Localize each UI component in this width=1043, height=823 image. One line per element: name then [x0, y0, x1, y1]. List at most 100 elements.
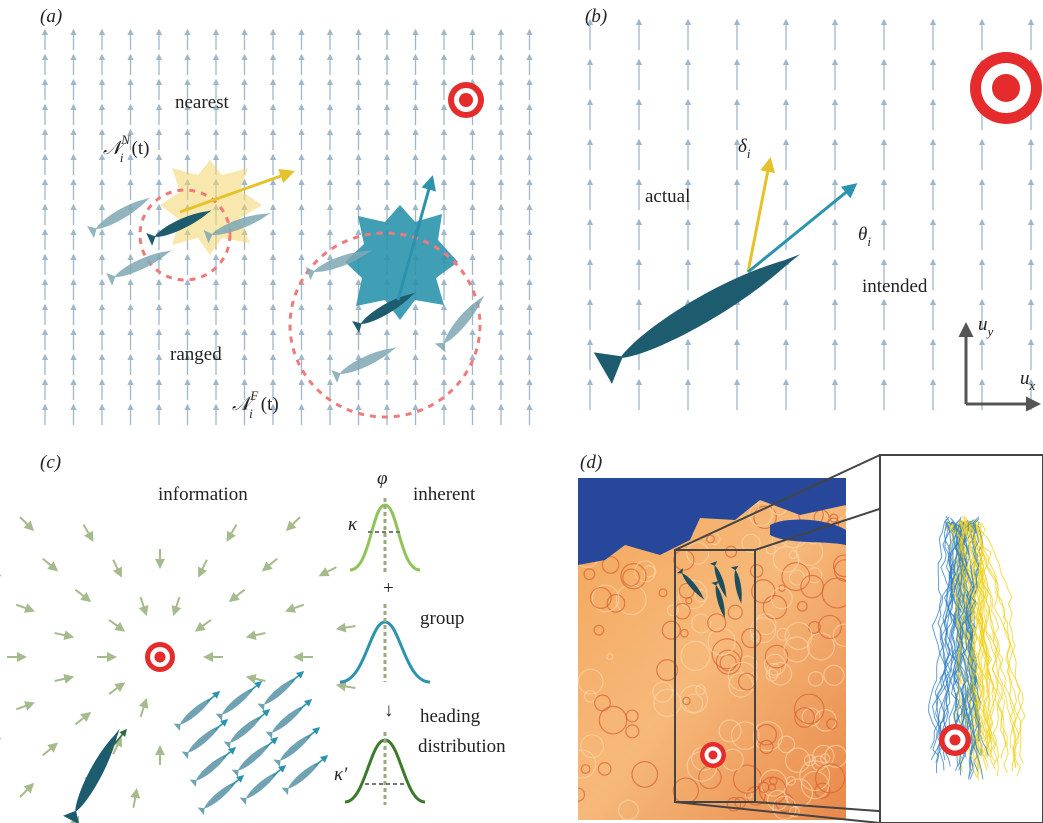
eddy — [578, 668, 604, 695]
fish-heading — [314, 755, 329, 767]
eddy — [620, 563, 647, 590]
math-label: κ — [348, 514, 358, 535]
flow-arrow — [112, 559, 122, 578]
eddy — [751, 579, 776, 604]
fish — [331, 340, 400, 383]
trajectory — [948, 523, 961, 756]
flow-arrow — [335, 622, 356, 633]
eddy — [796, 600, 808, 612]
flow-arrow — [138, 596, 149, 617]
eddy — [615, 584, 647, 616]
fish — [434, 290, 490, 353]
trajectory — [961, 520, 993, 743]
flow-arrow — [74, 588, 92, 603]
trajectory — [930, 516, 950, 761]
eddy — [706, 534, 715, 544]
eddy — [750, 617, 777, 644]
eddy — [718, 719, 742, 743]
focal-fish — [593, 238, 810, 384]
eddy — [794, 707, 816, 728]
eddy — [680, 640, 711, 671]
eddy — [789, 806, 800, 818]
eddy — [807, 670, 824, 687]
eddy — [752, 721, 783, 752]
trajectories — [928, 515, 1026, 781]
flow-arrow — [19, 782, 35, 798]
target — [145, 642, 175, 672]
eddy — [767, 789, 788, 811]
eddy — [732, 764, 763, 794]
target — [939, 724, 971, 756]
ocean-map — [578, 478, 846, 820]
eddy — [622, 568, 641, 587]
fish-heading — [222, 747, 237, 759]
eddy — [749, 564, 764, 578]
label: actual — [645, 186, 690, 207]
eddy — [806, 567, 823, 584]
eddy — [772, 546, 800, 573]
flow-arrow — [228, 588, 246, 603]
label: ↓ — [384, 700, 394, 721]
fish-heading — [248, 681, 263, 693]
eddy — [666, 604, 679, 617]
eddy — [694, 589, 708, 603]
eddy — [618, 799, 639, 820]
eddy — [832, 554, 846, 578]
eddy — [829, 513, 839, 523]
eddy — [821, 577, 846, 609]
label: heading — [420, 706, 481, 727]
eddy — [759, 739, 774, 755]
label: ranged — [170, 344, 222, 365]
fish-heading — [256, 709, 271, 721]
label: intended — [862, 276, 928, 297]
eddy — [631, 761, 659, 788]
eddy — [711, 638, 743, 670]
flow-arrow — [112, 736, 122, 755]
flow-arrow — [130, 787, 141, 808]
flow-arrow — [245, 673, 266, 684]
eddy — [589, 586, 612, 609]
eddy — [803, 754, 817, 767]
flow-arrow — [226, 523, 238, 542]
eddy — [799, 760, 831, 792]
heading-arrow — [179, 168, 295, 214]
trajectory — [957, 522, 984, 780]
flow-arrow — [42, 742, 59, 757]
fish-heading — [214, 719, 229, 731]
flow-arrow — [138, 697, 149, 718]
heading-arrow — [396, 175, 437, 301]
flow-arrow — [284, 603, 305, 613]
label: distribution — [418, 736, 506, 757]
eddy — [758, 781, 770, 793]
flow-arrow — [74, 711, 92, 726]
fish-heading — [298, 699, 313, 711]
math-label: φ — [377, 468, 388, 489]
eddy — [826, 718, 838, 730]
eddy — [776, 627, 790, 641]
eddy — [583, 568, 596, 581]
label: inherent — [413, 484, 476, 505]
trajectory — [959, 522, 985, 751]
eddy — [685, 596, 693, 605]
fish-heading — [230, 775, 245, 787]
eddy — [580, 734, 605, 759]
eddy — [634, 560, 657, 583]
label: information — [158, 484, 248, 505]
flow-arrow — [261, 557, 278, 572]
math-label: uy — [978, 314, 994, 339]
flow-arrow — [19, 516, 35, 532]
flow-arrow — [171, 596, 182, 617]
fish-heading — [206, 691, 221, 703]
flow-arrow — [15, 701, 36, 711]
eddy — [755, 724, 778, 746]
eddy — [772, 795, 797, 820]
flow-arrow — [42, 557, 59, 572]
eddy — [597, 761, 612, 776]
eddy — [788, 569, 805, 586]
trajectory — [974, 519, 1024, 750]
eddy — [606, 594, 626, 613]
flow-arrow — [335, 681, 356, 692]
eddy — [784, 747, 811, 773]
trajectory — [946, 521, 964, 739]
